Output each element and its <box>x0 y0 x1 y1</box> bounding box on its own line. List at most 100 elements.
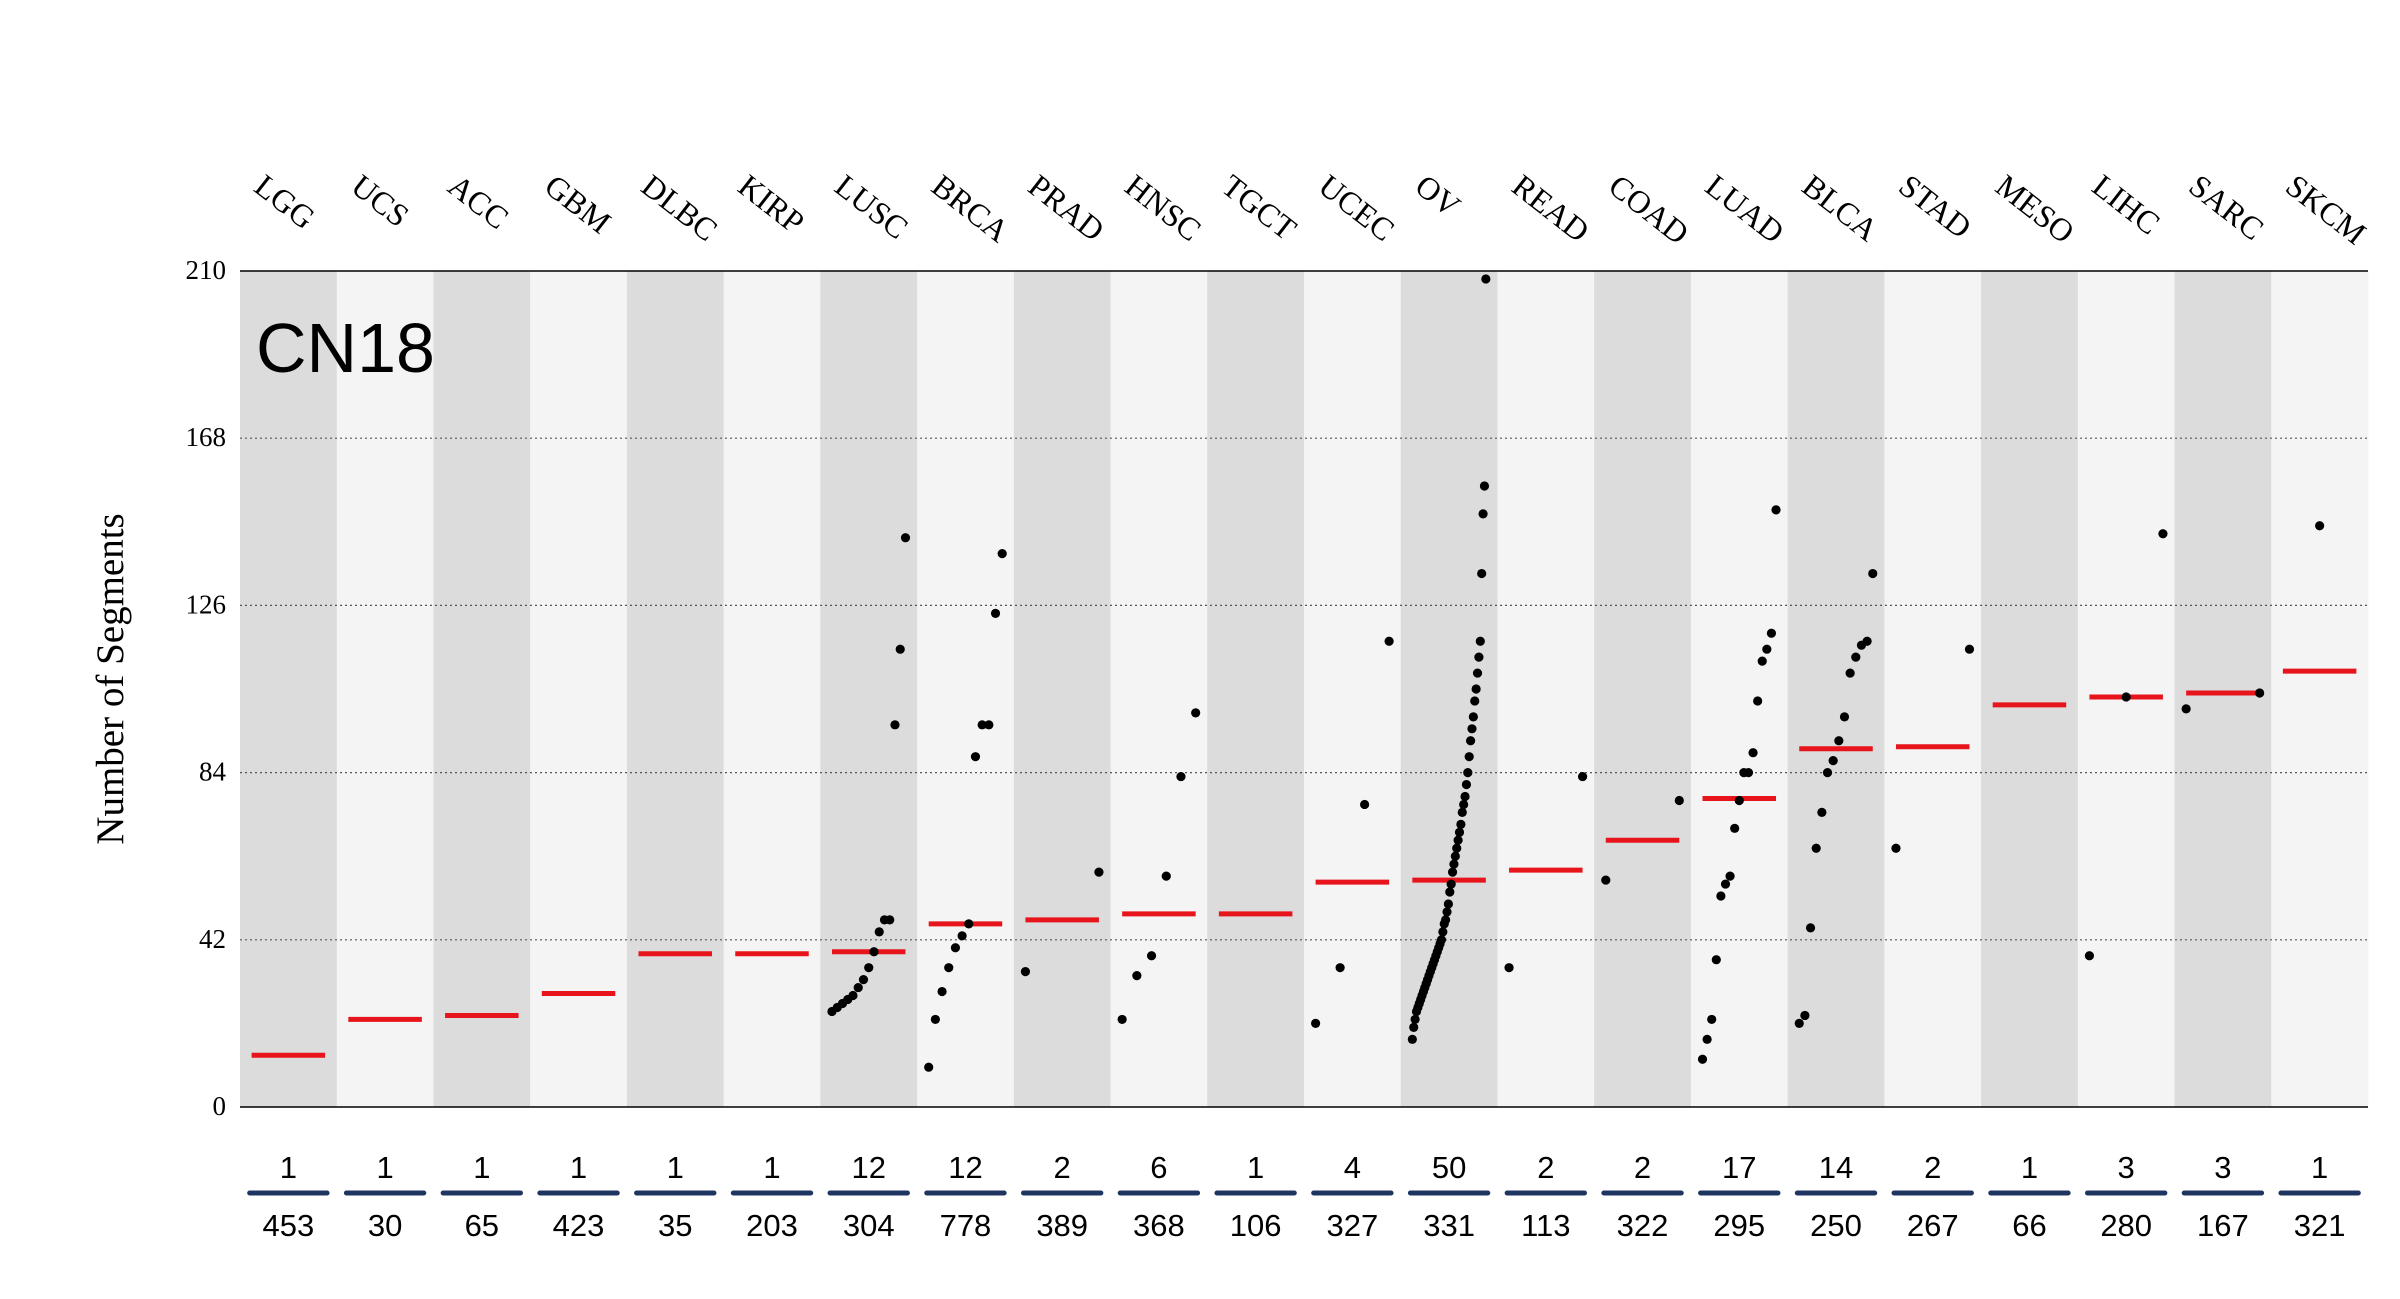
count-top-meso: 1 <box>2021 1150 2038 1185</box>
count-top-read: 2 <box>1537 1150 1554 1185</box>
category-label-luad: LUAD <box>1699 167 1791 250</box>
panel-label: CN18 <box>256 309 435 387</box>
data-point-lihc <box>2121 692 2131 702</box>
band-sarc <box>2174 271 2272 1107</box>
data-point-ucec <box>1384 636 1394 646</box>
band-kirp <box>723 271 821 1107</box>
count-bottom-prad: 389 <box>1036 1208 1088 1243</box>
band-acc <box>433 271 531 1107</box>
band-gbm <box>530 271 628 1107</box>
data-point-brca <box>937 986 947 997</box>
data-point-ov <box>1409 1022 1419 1032</box>
data-points <box>827 274 2325 1072</box>
data-point-lusc <box>874 927 884 937</box>
count-top-ucs: 1 <box>376 1150 393 1185</box>
data-point-hnsc <box>1176 771 1186 782</box>
data-point-brca <box>964 919 974 929</box>
category-label-sarc: SARC <box>2183 167 2271 247</box>
data-point-ov <box>1456 819 1466 829</box>
category-label-gbm: GBM <box>538 167 618 240</box>
data-point-ov <box>1464 752 1474 762</box>
data-point-brca <box>924 1062 934 1072</box>
band-ov <box>1400 271 1498 1107</box>
data-point-ov <box>1479 481 1490 491</box>
data-point-blca <box>1834 736 1844 746</box>
count-bottom-hnsc: 368 <box>1133 1208 1185 1243</box>
count-top-sarc: 3 <box>2214 1150 2231 1185</box>
count-top-blca: 14 <box>1819 1150 1853 1185</box>
data-point-ov <box>1477 568 1487 579</box>
data-point-sarc <box>2181 704 2191 714</box>
y-axis-label: Number of Segments <box>89 513 132 844</box>
data-point-ov <box>1472 668 1483 678</box>
count-top-lihc: 3 <box>2118 1150 2135 1185</box>
category-label-dlbc: DLBC <box>635 167 724 248</box>
band-stad <box>1884 271 1982 1107</box>
count-bottom-ucs: 30 <box>368 1208 402 1243</box>
y-tick-label: 84 <box>199 757 227 787</box>
data-point-ov <box>1454 827 1465 837</box>
category-labels: LGG UCS ACC GBM DLBC KIRP LUSC BRCA PRAD HNSC TGCT… <box>248 167 2373 251</box>
data-point-sarc <box>2255 688 2265 698</box>
count-bottom-skcm: 321 <box>2294 1208 2346 1243</box>
data-point-ov <box>1407 1034 1417 1044</box>
data-point-luad <box>1730 823 1740 833</box>
data-point-ov <box>1445 887 1455 897</box>
count-bottom-tgct: 106 <box>1230 1208 1282 1243</box>
data-point-ov <box>1450 851 1460 861</box>
data-point-blca <box>1817 807 1827 818</box>
count-top-skcm: 1 <box>2311 1150 2328 1185</box>
data-point-luad <box>1734 795 1744 806</box>
data-point-ov <box>1457 807 1467 818</box>
data-point-lusc <box>895 644 905 654</box>
count-bottom-read: 113 <box>1521 1208 1570 1243</box>
data-point-luad <box>1697 1054 1708 1064</box>
count-bottom-sarc: 167 <box>2197 1208 2249 1243</box>
data-point-ov <box>1442 907 1452 917</box>
band-blca <box>1787 271 1885 1107</box>
count-top-acc: 1 <box>473 1150 490 1185</box>
category-label-lgg: LGG <box>248 167 322 236</box>
count-bottom-blca: 250 <box>1810 1208 1862 1243</box>
data-point-lusc <box>853 982 863 993</box>
data-point-blca <box>1828 756 1838 766</box>
data-point-ov <box>1474 652 1484 662</box>
count-bottom-luad: 295 <box>1713 1208 1765 1243</box>
band-read <box>1497 271 1595 1107</box>
band-prad <box>1013 271 1112 1107</box>
count-top-gbm: 1 <box>570 1150 587 1185</box>
data-point-luad <box>1702 1034 1712 1044</box>
count-top-lgg: 1 <box>280 1150 297 1185</box>
data-point-skcm <box>2315 521 2325 531</box>
data-point-brca <box>977 720 987 730</box>
count-bottom-coad: 322 <box>1617 1208 1669 1243</box>
count-top-ov: 50 <box>1432 1150 1466 1185</box>
category-label-lihc: LIHC <box>2086 167 2167 241</box>
data-point-blca <box>1800 1010 1810 1021</box>
data-point-prad <box>1020 967 1031 977</box>
data-point-ov <box>1467 724 1477 734</box>
count-top-prad: 2 <box>1054 1150 1071 1185</box>
data-point-luad <box>1716 891 1726 901</box>
category-label-ucs: UCS <box>345 167 416 234</box>
band-brca <box>917 271 1015 1107</box>
category-label-hnsc: HNSC <box>1119 167 1208 248</box>
data-point-luad <box>1743 768 1754 778</box>
data-point-blca <box>1822 768 1833 778</box>
count-top-ucec: 4 <box>1344 1150 1361 1185</box>
data-point-lusc <box>864 963 874 973</box>
y-tick-label: 168 <box>186 422 227 452</box>
data-point-ov <box>1475 636 1485 646</box>
data-point-blca <box>1862 636 1872 646</box>
band-skcm <box>2271 271 2369 1107</box>
data-point-hnsc <box>1146 951 1157 961</box>
count-bottom-lihc: 280 <box>2100 1208 2152 1243</box>
data-point-ov <box>1478 509 1488 519</box>
category-label-lusc: LUSC <box>828 167 915 246</box>
category-label-brca: BRCA <box>925 167 1016 249</box>
data-point-brca <box>944 963 954 973</box>
data-point-luad <box>1766 628 1777 638</box>
data-point-luad <box>1753 696 1763 706</box>
y-axis-ticks: 0 42 84 126 168 210 <box>186 255 227 1121</box>
count-bottom-brca: 778 <box>940 1208 992 1243</box>
